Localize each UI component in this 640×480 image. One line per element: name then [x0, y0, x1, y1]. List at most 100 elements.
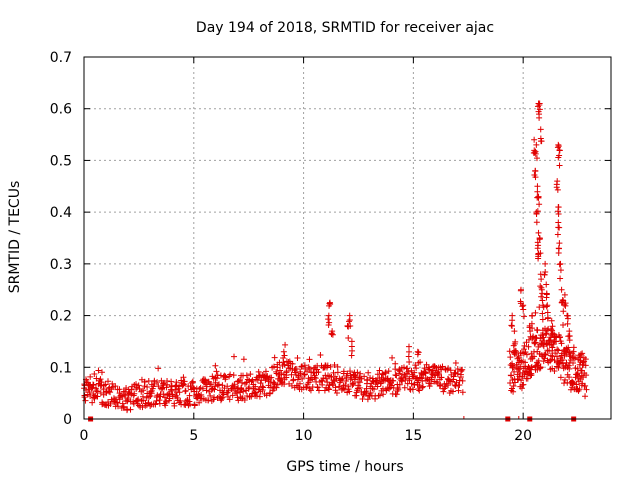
- data-point: [416, 387, 423, 394]
- data-point: [139, 393, 146, 400]
- data-point: [411, 369, 418, 376]
- data-point: [550, 339, 557, 346]
- data-point: [522, 363, 529, 370]
- data-point: [259, 386, 266, 393]
- data-point: [133, 381, 140, 388]
- data-point: [93, 387, 100, 394]
- data-point: [512, 379, 519, 386]
- peak-point: [536, 236, 543, 243]
- peak-point: [346, 317, 353, 324]
- data-point: [506, 348, 513, 355]
- data-point: [207, 392, 214, 399]
- data-point: [426, 366, 433, 373]
- peak-point: [509, 317, 516, 324]
- peak-point: [543, 291, 550, 298]
- data-point: [226, 396, 233, 403]
- data-point: [452, 360, 459, 367]
- data-point: [459, 366, 466, 373]
- peak-point: [534, 239, 541, 246]
- data-point: [190, 384, 197, 391]
- peak-point: [508, 322, 515, 329]
- data-point: [367, 374, 374, 381]
- data-point: [98, 369, 105, 376]
- data-point: [376, 367, 383, 374]
- data-point: [565, 362, 572, 369]
- data-point: [303, 384, 310, 391]
- data-point: [557, 333, 564, 340]
- data-point: [271, 354, 278, 361]
- data-point: [324, 362, 331, 369]
- data-point: [553, 353, 560, 360]
- data-point: [565, 344, 572, 351]
- data-point: [246, 384, 253, 391]
- data-point: [180, 374, 187, 381]
- data-point: [289, 360, 296, 367]
- data-point: [306, 356, 313, 363]
- data-point: [296, 380, 303, 387]
- data-point: [282, 341, 289, 348]
- peak-point: [512, 338, 519, 345]
- data-point: [168, 378, 175, 385]
- axis-ticks: [83, 56, 611, 420]
- peak-point: [540, 304, 547, 311]
- peak-point: [555, 245, 562, 252]
- data-point: [376, 392, 383, 399]
- data-point: [583, 372, 590, 379]
- data-point: [558, 340, 565, 347]
- data-point: [252, 383, 259, 390]
- data-point: [569, 379, 576, 386]
- peak-point: [344, 323, 351, 330]
- data-point: [257, 380, 264, 387]
- data-point: [196, 399, 203, 406]
- data-point: [294, 354, 301, 361]
- peak-point: [529, 312, 536, 319]
- data-point: [290, 377, 297, 384]
- data-point: [231, 381, 238, 388]
- data-point: [87, 393, 94, 400]
- data-point: [253, 393, 260, 400]
- data-point: [164, 381, 171, 388]
- peak-point: [536, 201, 543, 208]
- data-point: [162, 402, 169, 409]
- data-point: [274, 381, 281, 388]
- data-point: [187, 383, 194, 390]
- data-point: [135, 402, 142, 409]
- peak-point: [555, 224, 562, 231]
- data-point: [297, 370, 304, 377]
- data-point: [570, 359, 577, 366]
- peak-point: [553, 181, 560, 188]
- data-point: [283, 374, 290, 381]
- data-point: [406, 375, 413, 382]
- data-point: [353, 392, 360, 399]
- peak-point: [519, 303, 526, 310]
- data-point: [94, 393, 101, 400]
- data-point: [248, 393, 255, 400]
- data-point: [180, 381, 187, 388]
- data-point: [365, 369, 372, 376]
- data-point: [573, 381, 580, 388]
- data-point: [566, 374, 573, 381]
- peak-point: [414, 351, 421, 358]
- data-point: [127, 406, 134, 413]
- data-point: [314, 384, 321, 391]
- data-point: [158, 386, 165, 393]
- data-point: [419, 384, 426, 391]
- data-point: [157, 393, 164, 400]
- data-point: [267, 384, 274, 391]
- data-point: [270, 363, 277, 370]
- peak-point: [526, 324, 533, 331]
- data-point: [540, 334, 547, 341]
- data-point: [396, 368, 403, 375]
- data-point: [436, 383, 443, 390]
- data-point: [427, 380, 434, 387]
- data-point: [542, 331, 549, 338]
- data-point: [112, 383, 119, 390]
- data-point: [356, 384, 363, 391]
- y-tick-label: 0.2: [50, 309, 72, 325]
- data-point: [148, 390, 155, 397]
- data-point: [181, 378, 188, 385]
- data-point: [510, 363, 517, 370]
- data-point: [549, 330, 556, 337]
- data-point: [276, 359, 283, 366]
